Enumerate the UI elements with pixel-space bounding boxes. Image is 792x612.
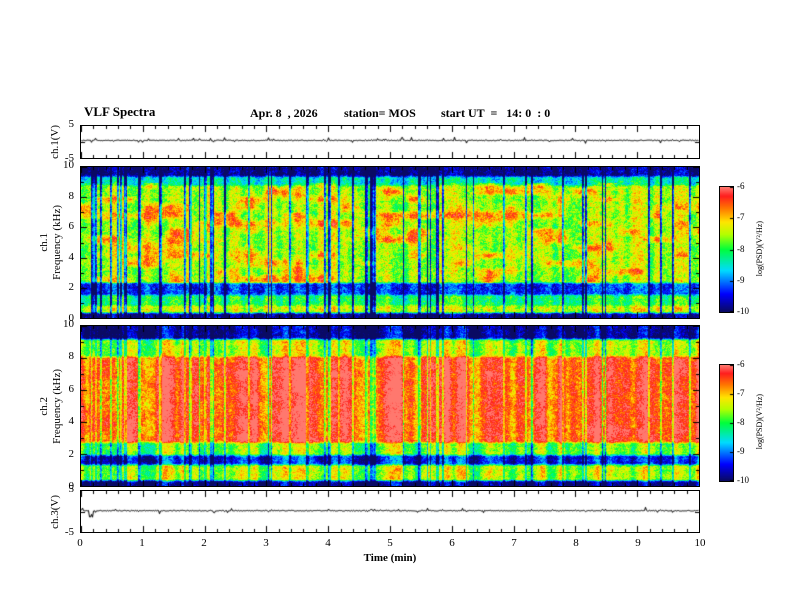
y-tick-label-spec2: 2 xyxy=(68,447,75,460)
colorbar-1-tick-label: -7 xyxy=(737,212,745,223)
y-tick-label-spec2: 4 xyxy=(68,415,75,428)
y-tick-label-spec1: 0 xyxy=(68,312,75,324)
ch2-channel-text: ch.2 xyxy=(38,396,50,416)
colorbar-2-tick-label: -10 xyxy=(737,475,749,485)
x-tick-label: 9 xyxy=(635,537,641,549)
figure-title: VLF Spectra xyxy=(84,104,156,119)
y-tick-label-spec1: 4 xyxy=(68,250,75,263)
x-tick-label: 1 xyxy=(139,537,145,549)
y-tick-label-ch1v: 5 xyxy=(68,118,75,130)
y-tick-label-ch3v: 5 xyxy=(68,483,75,495)
y-tick-label-spec1: 8 xyxy=(68,189,75,202)
y-tick-label-spec2: 0 xyxy=(68,480,75,492)
x-tick-label: 8 xyxy=(573,537,579,549)
ch2-spectrogram-canvas xyxy=(81,326,699,486)
y-tick-label-ch3v: -5 xyxy=(64,526,74,538)
colorbar-1-tick-label: -8 xyxy=(737,243,745,254)
colorbar-1-tick-label: -10 xyxy=(737,306,749,316)
y-tick-label-spec2: 8 xyxy=(68,350,75,363)
x-tick-label: 5 xyxy=(387,537,393,549)
y-tick-label-spec2: 6 xyxy=(68,382,75,395)
colorbar-2-tick-label: -8 xyxy=(737,417,745,427)
ch3-voltage-axis-text: ch.3(V) xyxy=(49,494,61,529)
x-tick-label: 7 xyxy=(511,537,517,549)
x-tick-label: 10 xyxy=(694,537,706,549)
colorbar-1-tick-label: -6 xyxy=(737,181,745,191)
ch2-frequency-axis-label: Frequency (kHz) xyxy=(50,325,64,487)
y-tick-label-ch1v: -5 xyxy=(64,152,74,164)
header-station: station= MOS xyxy=(344,106,416,120)
ch2-channel-label: ch.2 xyxy=(37,325,51,487)
header-start-ut: start UT = 14: 0 : 0 xyxy=(441,106,551,120)
x-tick-label: 0 xyxy=(77,537,83,549)
colorbar-2-tick-label: -6 xyxy=(737,359,745,369)
colorbar-ch1 xyxy=(719,186,734,313)
ch1-frequency-axis-text: Frequency (kHz) xyxy=(51,205,63,280)
header-date: Apr. 8 , 2026 xyxy=(250,106,318,120)
colorbar-ch2 xyxy=(719,364,734,482)
y-tick-label-spec1: 10 xyxy=(63,159,74,171)
x-tick-label: 6 xyxy=(449,537,455,549)
x-tick-label: 4 xyxy=(325,537,331,549)
colorbar-2-tick-label: -9 xyxy=(737,446,745,456)
colorbar-1-tick-label: -9 xyxy=(737,274,745,285)
panel-ch3-voltage xyxy=(80,490,700,533)
y-tick-label-spec1: 2 xyxy=(68,281,75,294)
y-tick-label-spec2: 10 xyxy=(63,318,74,330)
ch1-spectrogram-canvas xyxy=(81,167,699,318)
colorbar-2-tick-label: -7 xyxy=(737,388,745,398)
x-tick-label: 3 xyxy=(263,537,269,549)
ch3-voltage-canvas xyxy=(81,491,699,532)
panel-ch1-voltage xyxy=(80,125,700,159)
ch2-frequency-axis-text: Frequency (kHz) xyxy=(51,368,63,444)
panel-ch1-spectrogram xyxy=(80,166,700,319)
ch1-voltage-canvas xyxy=(81,126,699,158)
x-tick-label: 2 xyxy=(201,537,207,549)
y-tick-label-spec1: 6 xyxy=(68,220,75,233)
panel-ch2-spectrogram xyxy=(80,325,700,487)
time-axis-label: Time (min) xyxy=(363,552,417,564)
ch1-channel-text: ch.1 xyxy=(38,233,50,252)
